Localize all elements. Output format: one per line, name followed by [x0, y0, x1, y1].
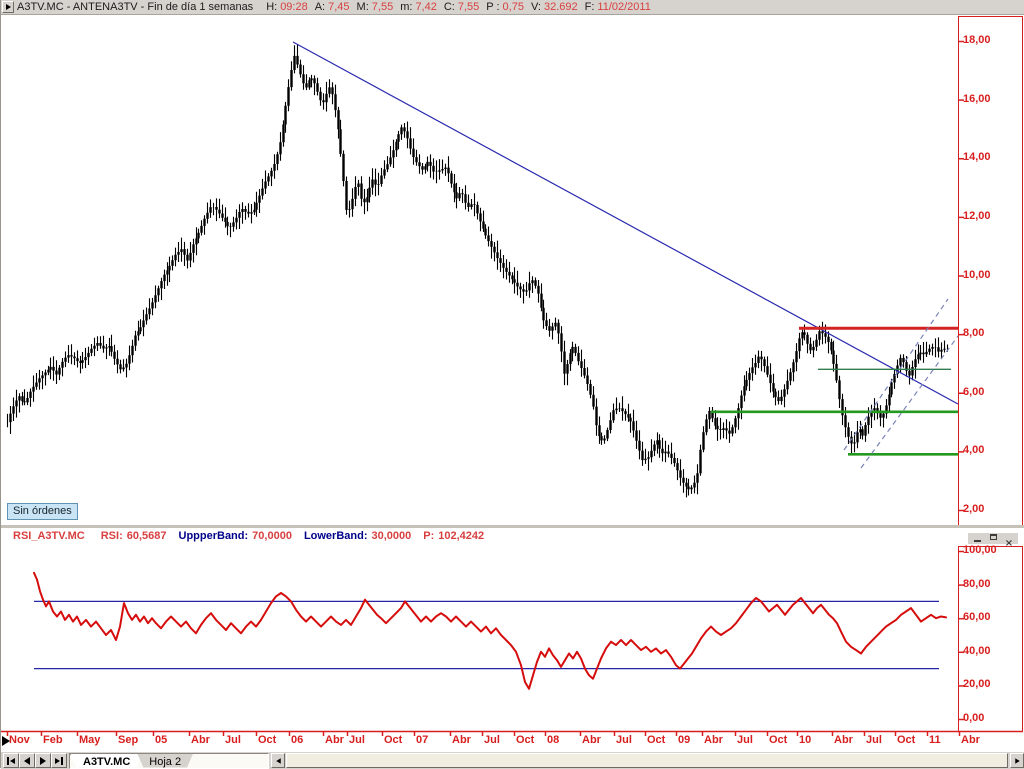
price-y-axis-label: 10,00: [963, 268, 991, 281]
x-axis-label: Abr: [834, 734, 853, 746]
price-y-axis-label: 14,00: [963, 151, 991, 164]
x-axis-label: May: [79, 734, 101, 746]
quote-field-value: 7,55: [371, 1, 394, 13]
main-panel-titlebar: A3TV.MC - ANTENA3TV - Fin de día 1 seman…: [1, 0, 1024, 15]
x-axis-label: Oct: [897, 734, 916, 746]
tab-hoja-2[interactable]: Hoja 2: [137, 754, 193, 768]
time-axis-arrow-icon[interactable]: [2, 736, 10, 746]
x-axis-label: Jul: [866, 734, 882, 746]
quote-field-label: m:: [400, 1, 413, 13]
x-axis-label: Sep: [118, 734, 139, 746]
expand-arrow-icon[interactable]: [2, 1, 14, 13]
scroll-right-button[interactable]: [1010, 753, 1024, 768]
price-y-axis-label: 6,00: [963, 385, 985, 398]
no-orders-badge: Sin órdenes: [7, 503, 78, 520]
close-icon[interactable]: ×: [1002, 533, 1016, 549]
rsi-y-axis-label: 80,00: [963, 577, 991, 590]
quote-field-value: 7,55: [457, 1, 480, 13]
quote-field-label: P :: [486, 1, 500, 13]
x-axis-label: 07: [416, 734, 429, 746]
price-y-axis-label: 16,00: [963, 92, 991, 105]
x-axis-label: Jul: [737, 734, 753, 746]
x-axis-label: 09: [678, 734, 691, 746]
x-axis-label: Abr: [704, 734, 723, 746]
price-y-axis-label: 4,00: [963, 444, 985, 457]
x-axis-label: Oct: [769, 734, 788, 746]
bottom-bar: A3TV.MC Hoja 2: [1, 751, 1024, 769]
rsi-window-controls: ×: [968, 533, 1018, 549]
rsi-header-label: P:: [423, 530, 435, 542]
rsi-header-value: 70,0000: [252, 530, 292, 542]
quote-field-label: V:: [530, 1, 541, 13]
price-y-axis-label: 8,00: [963, 327, 985, 340]
x-axis-label: 05: [155, 734, 168, 746]
x-axis-label: Feb: [43, 734, 63, 746]
quote-field-value: 7,42: [415, 1, 437, 13]
quote-field-value: 09:28: [280, 1, 308, 13]
x-axis-label: Oct: [258, 734, 277, 746]
x-axis-label: Abr: [452, 734, 471, 746]
x-axis-label: Jul: [225, 734, 241, 746]
tab-a3tv-mc[interactable]: A3TV.MC: [70, 754, 142, 768]
maximize-icon[interactable]: [986, 533, 1000, 544]
quote-field-label: H:: [266, 1, 278, 13]
price-y-axis-label: 2,00: [963, 503, 985, 515]
x-axis-label: 11: [929, 734, 941, 746]
quote-field-value: 32.692: [543, 1, 578, 13]
quote-field-value: 11/02/2011: [597, 1, 651, 13]
rsi-header-label: UppperBand:: [178, 530, 249, 542]
x-axis-label: Jul: [349, 734, 365, 746]
rsi-header-label: RSI_A3TV.MC: [13, 530, 85, 542]
x-axis-label: Oct: [384, 734, 403, 746]
chart-title: A3TV.MC - ANTENA3TV - Fin de día 1 seman…: [17, 1, 254, 13]
rsi-header-value: 30,0000: [371, 530, 412, 542]
tab-scroll-left-button[interactable]: [271, 753, 285, 768]
quote-field-value: 7,45: [328, 1, 350, 13]
quote-field-label: A:: [314, 1, 326, 13]
quote-fields: H: 09:28 A: 7,45 M: 7,55 m: 7,42 C: 7,55 P :0,75 V:…: [259, 1, 651, 13]
rsi-y-axis-label: 100,00: [963, 544, 997, 556]
x-axis-label: Jul: [616, 734, 632, 746]
quote-field-label: C:: [443, 1, 455, 13]
minimize-icon[interactable]: [970, 533, 984, 544]
sheet-nav-last-button[interactable]: [51, 753, 67, 768]
sheet-nav-first-button[interactable]: [3, 753, 19, 768]
rsi-header-label: RSI:: [100, 530, 123, 542]
rsi-header-label: LowerBand:: [303, 530, 368, 542]
rsi-header: RSI_A3TV.MC RSI: 60,5687 UppperBand: 70,0000…: [13, 530, 496, 545]
x-axis-label: 06: [291, 734, 304, 746]
x-axis-label: 10: [799, 734, 812, 746]
rsi-y-axis-label: 20,00: [963, 678, 991, 691]
sheet-tab-strip: A3TV.MC Hoja 2: [69, 752, 269, 769]
rsi-header-value: 60,5687: [126, 530, 167, 542]
x-axis-label: Jul: [484, 734, 500, 746]
rsi-header-value: 102,4242: [438, 530, 485, 542]
quote-field-value: 0,75: [502, 1, 524, 13]
x-axis-label: Oct: [516, 734, 535, 746]
sheet-nav-previous-button[interactable]: [19, 753, 35, 768]
price-y-axis-label: 12,00: [963, 209, 991, 222]
x-axis-label: Abr: [325, 734, 344, 746]
rsi-y-axis-label: 40,00: [963, 644, 991, 657]
quote-field-label: M:: [356, 1, 369, 13]
rsi-y-axis-label: 60,00: [963, 611, 991, 624]
panel-splitter[interactable]: [1, 525, 1024, 528]
x-axis-label: 08: [547, 734, 560, 746]
sheet-nav-buttons: [3, 753, 67, 768]
x-axis-label: Abr: [191, 734, 210, 746]
scrollbar-thumb[interactable]: [286, 753, 1008, 768]
sheet-nav-next-button[interactable]: [35, 753, 51, 768]
quote-field-label: F:: [584, 1, 595, 13]
x-axis-label: Abr: [582, 734, 601, 746]
horizontal-scrollbar[interactable]: [286, 753, 1008, 768]
x-axis-label: Nov: [9, 734, 30, 746]
x-axis-label: Oct: [647, 734, 666, 746]
price-y-axis-label: 18,00: [963, 34, 991, 46]
rsi-y-axis-label: 0,00: [963, 712, 985, 724]
x-axis-label: Abr: [961, 734, 980, 746]
